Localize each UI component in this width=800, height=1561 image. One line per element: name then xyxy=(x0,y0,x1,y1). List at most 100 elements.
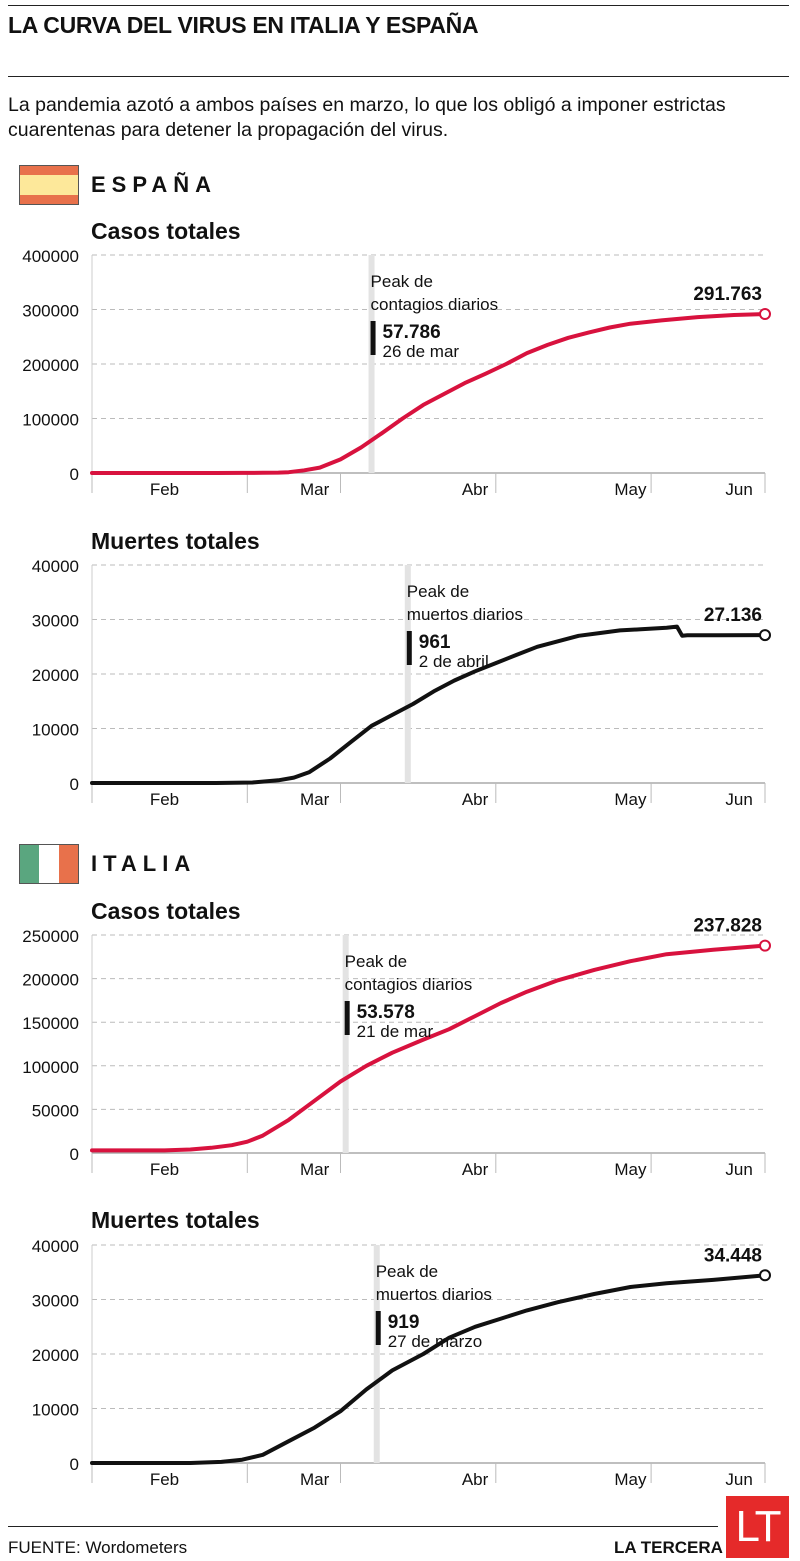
x-tick-label: Mar xyxy=(300,480,330,499)
series-line xyxy=(90,624,767,785)
footer-rule xyxy=(8,1526,718,1527)
x-tick-label: Jun xyxy=(725,480,752,499)
x-tick-label: Jun xyxy=(725,1160,752,1179)
y-tick-label: 20000 xyxy=(32,666,79,685)
spain-flag xyxy=(19,165,79,205)
peak-date: 26 de mar xyxy=(383,342,460,361)
end-value-label: 34.448 xyxy=(704,1245,762,1266)
series-line xyxy=(90,312,767,475)
y-tick-label: 100000 xyxy=(22,411,79,430)
italy-flag-right xyxy=(58,845,78,883)
y-tick-label: 150000 xyxy=(22,1014,79,1033)
brand-name: LA TERCERA xyxy=(614,1538,723,1557)
y-tick-label: 400000 xyxy=(22,247,79,266)
x-tick-label: Mar xyxy=(300,1160,330,1179)
country-label-spain: ESPAÑA xyxy=(91,172,218,197)
peak-heading-line1: Peak de xyxy=(371,272,433,291)
peak-date: 21 de mar xyxy=(357,1022,434,1041)
chart-title-spain-cases: Casos totales xyxy=(91,218,241,244)
peak-value-bar xyxy=(344,1001,350,1035)
y-tick-label: 30000 xyxy=(32,1292,79,1311)
chart-italy-deaths: 0 10000 20000 30000 40000 Feb Mar Abr May Jun 34.4… xyxy=(32,1237,771,1489)
x-tick-label: Feb xyxy=(150,790,179,809)
peak-heading-line2: contagios diarios xyxy=(345,975,473,994)
peak-heading-line2: muertos diarios xyxy=(407,605,523,624)
peak-value: 919 xyxy=(388,1312,420,1333)
end-value-label: 237.828 xyxy=(693,916,762,937)
peak-value: 57.786 xyxy=(383,322,441,343)
peak-value-bar xyxy=(406,631,412,665)
spain-flag-bottom xyxy=(20,195,78,204)
end-point xyxy=(759,629,771,642)
x-tick-label: May xyxy=(614,1160,647,1179)
y-tick-label: 200000 xyxy=(22,971,79,990)
peak-value-bar xyxy=(370,321,376,355)
y-tick-label: 250000 xyxy=(22,927,79,946)
y-tick-label: 300000 xyxy=(22,302,79,321)
y-tick-label: 200000 xyxy=(22,356,79,375)
peak-value: 53.578 xyxy=(357,1002,415,1023)
spain-flag-top xyxy=(20,166,78,175)
x-tick-label: Feb xyxy=(150,1470,179,1489)
spain-flag-middle xyxy=(20,175,78,195)
source-note: FUENTE: Wordometers xyxy=(8,1538,188,1557)
series-line xyxy=(90,943,767,1153)
y-tick-label: 40000 xyxy=(32,557,79,576)
end-point xyxy=(759,939,771,952)
italy-flag xyxy=(19,844,79,884)
chart-title-spain-deaths: Muertes totales xyxy=(91,528,260,554)
peak-marker xyxy=(342,935,349,1153)
end-value-label: 27.136 xyxy=(704,605,762,626)
italy-flag-left xyxy=(20,845,40,883)
x-tick-label: Abr xyxy=(462,1160,489,1179)
y-tick-label: 100000 xyxy=(22,1058,79,1077)
peak-heading-line1: Peak de xyxy=(345,952,407,971)
x-tick-label: Jun xyxy=(725,1470,752,1489)
end-point xyxy=(759,307,771,320)
peak-heading-line2: muertos diarios xyxy=(376,1285,492,1304)
x-tick-label: Feb xyxy=(150,1160,179,1179)
y-tick-label: 10000 xyxy=(32,721,79,740)
brand-logo: LT xyxy=(726,1496,789,1558)
end-value-label: 291.763 xyxy=(693,284,762,305)
y-tick-label: 40000 xyxy=(32,1237,79,1256)
peak-heading-line1: Peak de xyxy=(376,1262,438,1281)
x-tick-label: May xyxy=(614,790,647,809)
x-tick-label: Abr xyxy=(462,480,489,499)
y-tick-label: 0 xyxy=(70,1455,79,1474)
peak-value: 961 xyxy=(419,632,451,653)
peak-heading-line1: Peak de xyxy=(407,582,469,601)
x-tick-label: Jun xyxy=(725,790,752,809)
top-rule xyxy=(8,5,789,6)
peak-marker xyxy=(404,565,411,783)
peak-marker xyxy=(368,255,375,473)
chart-italy-cases: 0 50000 100000 150000 200000 250000 Feb Mar Abr M… xyxy=(22,916,771,1179)
y-tick-label: 20000 xyxy=(32,1346,79,1365)
x-tick-label: Abr xyxy=(462,790,489,809)
y-tick-label: 0 xyxy=(70,775,79,794)
y-tick-label: 0 xyxy=(70,1145,79,1164)
peak-date: 2 de abril xyxy=(419,652,489,671)
country-label-italy: ITALIA xyxy=(91,851,197,876)
x-tick-label: Mar xyxy=(300,790,330,809)
chart-title-italy-cases: Casos totales xyxy=(91,898,241,924)
peak-heading-line2: contagios diarios xyxy=(371,295,499,314)
chart-spain-cases: 0 100000 200000 300000 400000 Feb Mar Abr May Jun… xyxy=(22,247,771,499)
page-title: LA CURVA DEL VIRUS EN ITALIA Y ESPAÑA xyxy=(8,12,479,38)
chart-spain-deaths: 0 10000 20000 30000 40000 Feb Mar Abr May Jun 27.1… xyxy=(32,557,771,809)
series-line xyxy=(90,1273,767,1465)
peak-date: 27 de marzo xyxy=(388,1332,483,1351)
x-tick-label: Abr xyxy=(462,1470,489,1489)
x-tick-label: Mar xyxy=(300,1470,330,1489)
peak-marker xyxy=(373,1245,380,1463)
y-tick-label: 0 xyxy=(70,465,79,484)
peak-value-bar xyxy=(375,1311,381,1345)
title-rule xyxy=(8,76,789,77)
chart-title-italy-deaths: Muertes totales xyxy=(91,1207,260,1233)
page-subtitle: La pandemia azotó a ambos países en marz… xyxy=(8,94,726,141)
x-tick-label: May xyxy=(614,480,647,499)
end-point xyxy=(759,1269,771,1282)
y-tick-label: 50000 xyxy=(32,1101,79,1120)
italy-flag-middle xyxy=(39,845,59,883)
y-tick-label: 30000 xyxy=(32,612,79,631)
